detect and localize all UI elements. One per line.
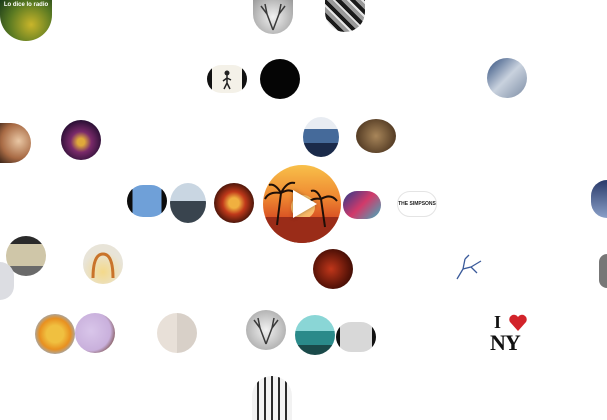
album-bubble-stag-2[interactable] [246, 310, 286, 350]
album-bubble-walker[interactable] [207, 65, 247, 93]
album-bubble-piano[interactable] [252, 376, 292, 420]
album-bubble-blue-photo[interactable] [487, 58, 527, 98]
album-bubble-text-logo[interactable]: THE SIMPSONS [397, 191, 437, 217]
album-bubble-sketch-figure[interactable] [447, 249, 487, 289]
album-bubble-edge-gray[interactable] [599, 254, 607, 288]
album-bubble-grey-left[interactable] [0, 262, 14, 300]
album-bubble-stag-1[interactable] [253, 0, 293, 34]
logo-letters-ny: NY [490, 330, 521, 355]
album-bubble-red-emblem[interactable] [214, 183, 254, 223]
album-bubble-violin[interactable] [313, 249, 353, 289]
album-bubble-black[interactable] [260, 59, 300, 99]
walking-figure-icon [222, 70, 232, 90]
album-bubble-bw-collage[interactable] [325, 0, 365, 32]
album-bubble-woman-portrait[interactable] [0, 123, 31, 163]
album-bubble-brown-sepia[interactable] [356, 119, 396, 153]
album-bubble-cartoon-face[interactable] [75, 313, 115, 353]
stag-icon [260, 3, 286, 31]
album-bubble-teal-building[interactable] [295, 315, 335, 355]
sketch-figure-icon [456, 254, 482, 280]
album-caption: THE SIMPSONS [398, 201, 436, 207]
album-bubble-colorful-panel[interactable] [343, 191, 381, 219]
album-caption: Lo dice lo radio [3, 2, 49, 8]
logo-letter-i: I [494, 312, 502, 332]
album-bubble-man-ocean[interactable] [170, 183, 206, 223]
stag-icon [253, 317, 279, 345]
album-bubble-grey-pipe[interactable] [336, 322, 376, 352]
album-bubble-four-faces[interactable] [157, 313, 197, 353]
album-bubble-city-blue[interactable] [303, 117, 339, 157]
album-bubble-purple-lights[interactable] [61, 120, 101, 160]
album-bubble-topleft-green[interactable]: Lo dice lo radio [0, 0, 52, 41]
heart-icon [509, 314, 527, 331]
album-bubble-arch[interactable] [83, 244, 123, 284]
flower-arch-icon [91, 252, 115, 279]
album-bubble-sun[interactable] [35, 314, 75, 354]
center-video-bubble[interactable] [263, 165, 341, 243]
play-icon[interactable] [293, 190, 317, 218]
album-bubble-dark-sky[interactable] [127, 185, 167, 217]
i-love-ny-logo[interactable]: I NY [490, 312, 534, 356]
album-bubble-blue-edge[interactable] [591, 180, 607, 218]
